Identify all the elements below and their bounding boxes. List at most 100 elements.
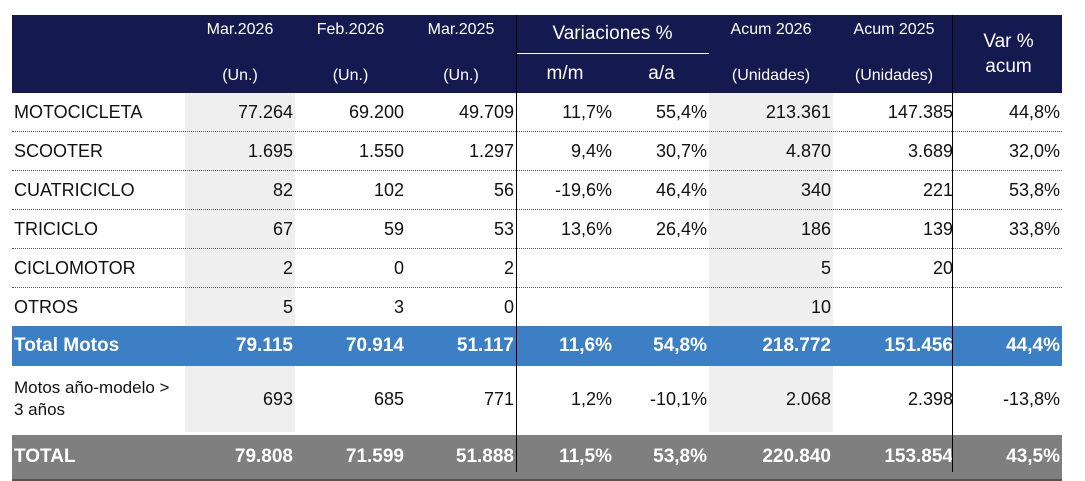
header-aa: a/a [648,62,675,84]
cell-mar2026: 5 [185,288,295,326]
cell-acum2026: 10 [709,288,833,326]
cell-feb2026: 685 [373,388,404,409]
cell-acum2025: 20 [932,257,953,278]
cell-acum2025 [833,288,955,326]
cell-var-acum: 43,5% [1006,446,1060,467]
cell-aa: 26,4% [655,218,707,239]
table-header: Mar.2026 (Un.) Feb.2026 (Un.) Mar.2025 (… [12,15,1062,93]
header-mar2026-unit: (Un.) [222,67,258,84]
header-mm: m/m [546,62,584,84]
cell-feb2026: 3 [393,296,404,317]
cell-acum2026: 340 [709,171,833,209]
cell-aa: 55,4% [655,101,707,122]
header-mar2025-unit: (Un.) [443,67,479,84]
header-acum2025-label: Acum 2025 [853,21,935,38]
cell-acum2025: 147.385 [887,101,953,122]
cell-acum2026: 220.840 [762,446,831,467]
row-label: Motos año-modelo > 3 años [14,378,170,419]
header-var-acum: Var % acum [955,15,1062,93]
table-row: SCOOTER 1.695 1.550 1.297 9,4% 30,7% 4.8… [12,132,1062,171]
cell-mar2026: 79.115 [235,335,293,356]
row-label: CICLOMOTOR [14,257,136,278]
cell-mm [516,288,614,326]
cell-mar2026: 2 [185,249,295,287]
cell-mar2025: 2 [503,257,514,278]
cell-mar2026: 77.264 [185,93,295,131]
header-var-acum-line2: acum [985,56,1032,77]
cell-aa: -10,1% [649,388,707,409]
cell-mar2026: 693 [185,366,295,432]
cell-mar2025: 51.888 [455,446,514,467]
header-variaciones-title: Variaciones % [516,15,709,54]
header-feb2026-unit: (Un.) [332,67,369,84]
cell-mar2025: 49.709 [458,101,514,122]
cell-acum2026: 4.870 [709,132,833,170]
row-label: TOTAL [14,446,76,467]
cell-feb2026: 59 [383,218,404,239]
header-feb2026: Feb.2026 (Un.) [295,15,406,93]
cell-acum2026: 2.068 [709,366,833,432]
cell-var-acum [955,249,1062,287]
cell-mar2026: 1.695 [185,132,295,170]
cell-feb2026: 1.550 [358,140,404,161]
cell-mm [516,249,614,287]
table-row: CUATRICICLO 82 102 56 -19,6% 46,4% 340 2… [12,171,1062,210]
header-empty [12,15,185,93]
header-mar2025: Mar.2025 (Un.) [406,15,516,93]
cell-var-acum [955,288,1062,326]
cell-var-acum: 53,8% [1008,179,1060,200]
header-acum2026: Acum 2026 (Unidades) [709,15,833,93]
cell-aa: 53,8% [653,446,707,467]
header-var-acum-line1: Var % [983,31,1034,52]
cell-mar2026: 67 [185,210,295,248]
header-acum2026-label: Acum 2026 [730,21,812,38]
cell-mar2025: 1.297 [468,140,514,161]
cell-mm: -19,6% [554,179,612,200]
cell-acum2026: 186 [709,210,833,248]
cell-mar2025: 0 [503,296,514,317]
cell-mar2026: 82 [185,171,295,209]
table-row: OTROS 5 3 0 10 [12,288,1062,326]
cell-feb2026: 69.200 [348,101,404,122]
divider-var-acum-left [952,15,953,472]
header-feb2026-label: Feb.2026 [316,21,385,38]
total-motos-row: Total Motos 79.115 70.914 51.117 11,6% 5… [12,326,1062,366]
cell-var-acum: 44,8% [1008,101,1060,122]
cell-mm: 11,6% [559,335,612,356]
cell-mar2025: 56 [493,179,514,200]
table-row: CICLOMOTOR 2 0 2 5 20 [12,249,1062,288]
cell-mar2025: 53 [493,218,514,239]
header-acum2025: Acum 2025 (Unidades) [833,15,955,93]
cell-var-acum: 33,8% [1008,218,1060,239]
cell-mm: 13,6% [560,218,612,239]
cell-acum2025: 151.456 [884,335,953,356]
cell-feb2026: 0 [393,257,404,278]
header-variaciones: Variaciones % m/m a/a [516,15,709,93]
table-row: TRICICLO 67 59 53 13,6% 26,4% 186 139 33… [12,210,1062,249]
row-label: OTROS [14,296,79,317]
cell-mar2026: 79.808 [234,446,293,467]
header-acum2025-unit: (Unidades) [854,67,934,84]
cell-feb2026: 71.599 [345,446,404,467]
cell-var-acum: 44,4% [1006,335,1060,356]
row-label: TRICICLO [14,218,99,239]
cell-feb2026: 102 [373,179,404,200]
header-mar2026: Mar.2026 (Un.) [185,15,295,93]
row-label: MOTOCICLETA [14,101,143,122]
cell-feb2026: 70.914 [345,335,404,356]
cell-acum2025: 221 [922,179,953,200]
cell-acum2026: 213.361 [709,93,833,131]
header-mar2025-label: Mar.2025 [427,21,495,38]
cell-var-acum: 32,0% [1008,140,1060,161]
cell-acum2025: 2.398 [907,388,953,409]
cell-acum2025: 3.689 [907,140,953,161]
total-row: TOTAL 79.808 71.599 51.888 11,5% 53,8% 2… [12,435,1062,481]
cell-mm: 11,7% [562,101,612,122]
divider-variaciones-left [516,15,517,472]
cell-mm: 9,4% [570,140,612,161]
cell-mar2025: 51.117 [456,335,514,356]
cell-mm: 1,2% [570,388,612,409]
row-label: SCOOTER [14,140,104,161]
cell-aa: 46,4% [655,179,707,200]
header-mar2026-label: Mar.2026 [206,21,274,38]
